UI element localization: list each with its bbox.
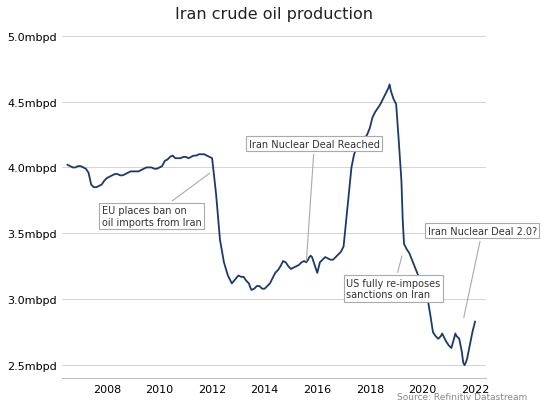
- Text: EU places ban on
oil imports from Iran: EU places ban on oil imports from Iran: [102, 173, 210, 227]
- Text: US fully re-imposes
sanctions on Iran: US fully re-imposes sanctions on Iran: [346, 256, 441, 300]
- Title: Iran crude oil production: Iran crude oil production: [175, 7, 373, 22]
- Text: Source: Refinitiv Datastream: Source: Refinitiv Datastream: [398, 392, 528, 401]
- Text: Iran Nuclear Deal 2.0?: Iran Nuclear Deal 2.0?: [428, 226, 537, 318]
- Text: Iran Nuclear Deal Reached: Iran Nuclear Deal Reached: [249, 139, 380, 261]
